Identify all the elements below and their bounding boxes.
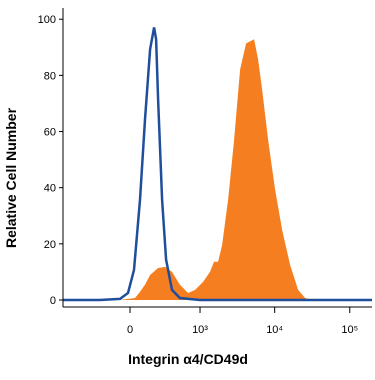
x-tick-label: 10⁵: [341, 324, 358, 336]
y-axis-label: Relative Cell Number: [3, 107, 19, 248]
y-tick-label: 40: [44, 183, 56, 195]
histogram-line: [63, 27, 372, 302]
y-tick-label: 80: [44, 70, 56, 82]
y-tick-label: 60: [44, 127, 56, 139]
y-tick-label: 100: [38, 14, 56, 26]
x-tick-label: 10⁴: [266, 324, 283, 336]
y-tick-label: 0: [50, 295, 56, 307]
histogram-area: [120, 39, 313, 300]
x-tick-label: 10³: [192, 324, 208, 336]
x-axis-label: Integrin α4/CD49d: [128, 351, 248, 367]
y-tick-label: 20: [44, 239, 56, 251]
x-tick-label: 0: [127, 324, 133, 336]
